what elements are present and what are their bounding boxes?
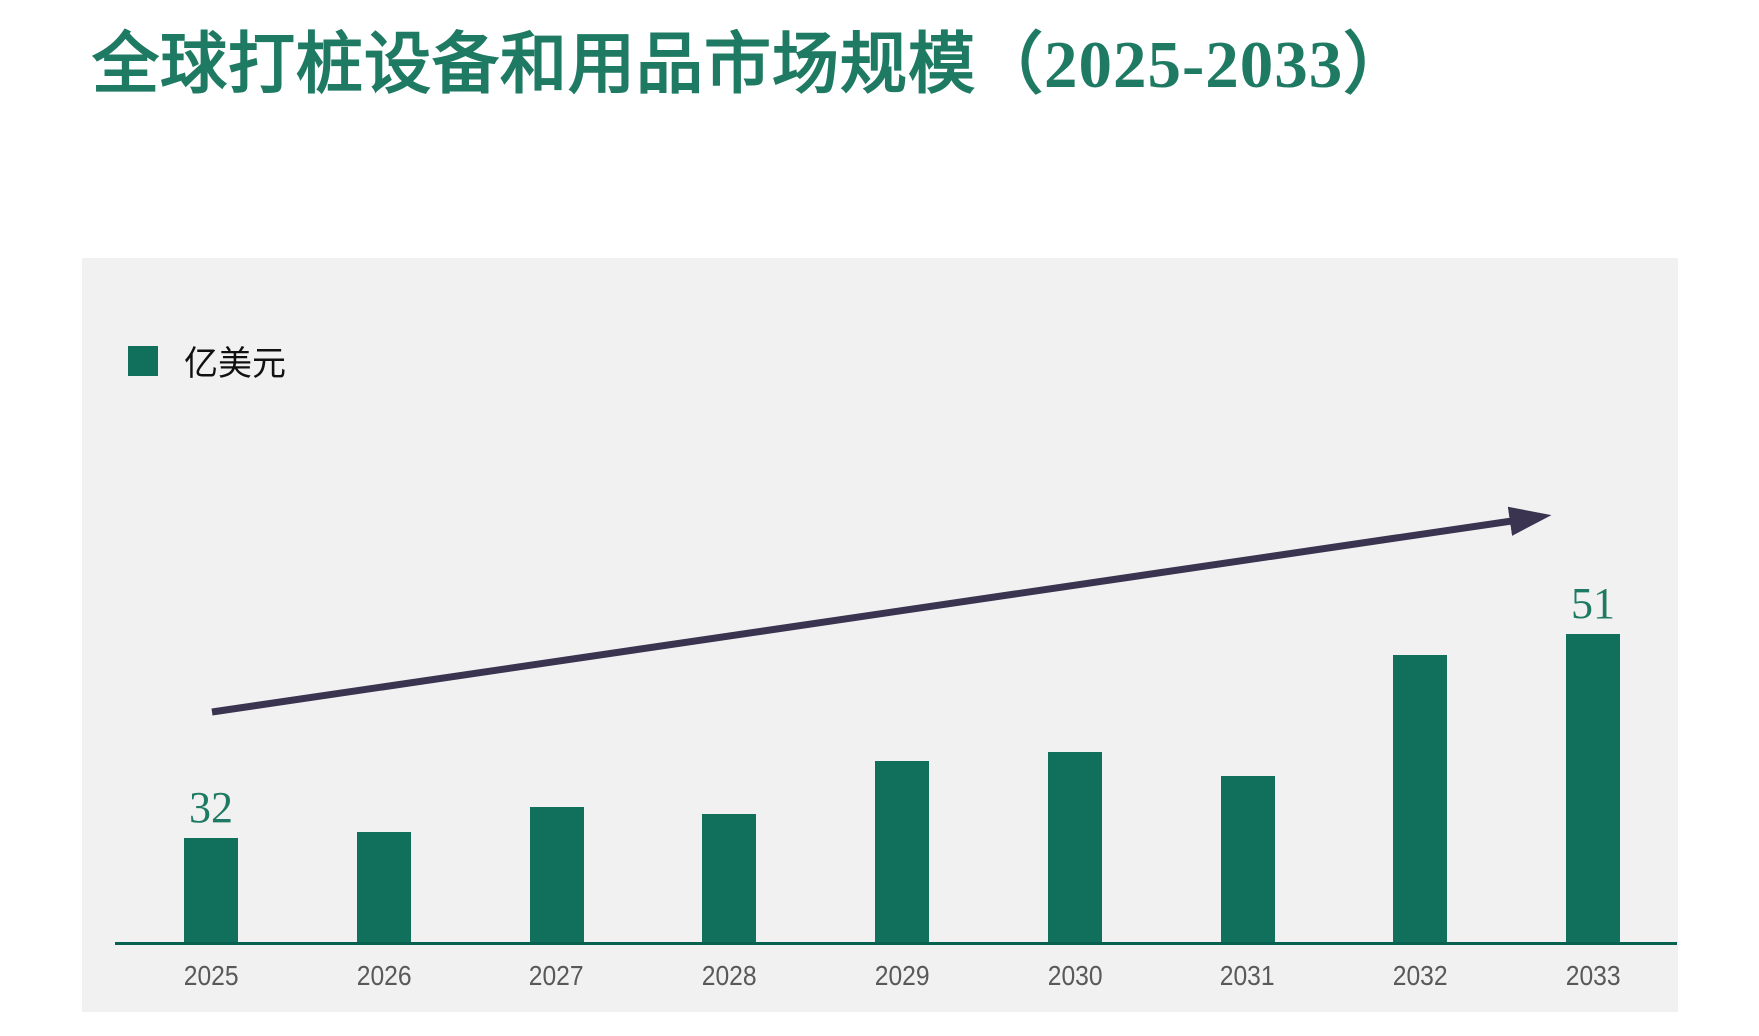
x-tick-2025: 2025 — [183, 960, 239, 991]
legend-label: 亿美元 — [184, 346, 286, 383]
bar-2025 — [184, 838, 238, 943]
x-tick-2033: 2033 — [1565, 960, 1621, 991]
x-tick-2032: 2032 — [1392, 960, 1448, 991]
bar-2030 — [1047, 752, 1102, 943]
x-tick-2031: 2031 — [1220, 960, 1275, 991]
bar-2026 — [356, 832, 411, 943]
x-tick-2026: 2026 — [356, 960, 412, 991]
bar-2029 — [875, 761, 929, 943]
value-label-2033: 51 — [1571, 579, 1615, 628]
legend-swatch-icon — [128, 345, 158, 376]
bar-2033 — [1566, 634, 1620, 943]
chart-title: 全球打桩设备和用品市场规模（2025-2033） — [92, 28, 1412, 102]
x-axis-line — [115, 942, 1677, 945]
bar-2032 — [1393, 655, 1448, 943]
plot-area: 32 51 — [82, 258, 1678, 943]
legend: 亿美元 — [128, 336, 286, 385]
bar-2028 — [702, 814, 757, 943]
x-tick-2027: 2027 — [529, 960, 584, 991]
bar-2031 — [1220, 776, 1275, 943]
chart-panel: 亿美元 32 51 2025 2026 2027 2028 2029 2030 2031 203… — [82, 258, 1678, 1012]
x-tick-2028: 2028 — [701, 960, 757, 991]
x-tick-2030: 2030 — [1047, 960, 1103, 991]
bar-2027 — [529, 807, 584, 943]
value-label-2025: 32 — [189, 783, 233, 832]
x-tick-2029: 2029 — [874, 960, 930, 991]
